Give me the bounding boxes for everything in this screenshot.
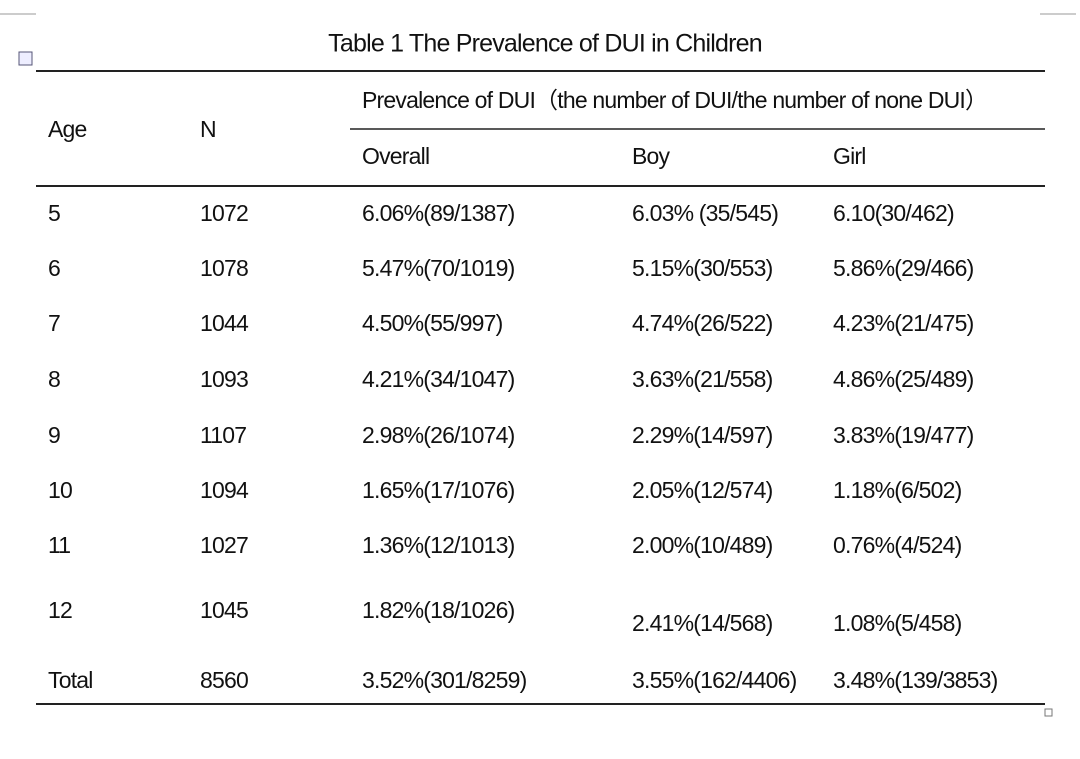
header-cell: Prevalence of DUI（the number of DUI/the … — [362, 87, 987, 113]
table-cell: 1045 — [200, 597, 248, 623]
table-cell: 4.21%(34/1047) — [362, 366, 515, 392]
table-cell: 0.76%(4/524) — [833, 532, 962, 558]
table-cell: 4.86%(25/489) — [833, 366, 974, 392]
table-cell: 1.65%(17/1076) — [362, 477, 515, 503]
table-cell: 6 — [48, 255, 60, 281]
table-cell: 7 — [48, 310, 60, 336]
table-cell: 1.08%(5/458) — [833, 610, 962, 636]
table-cell: 5.86%(29/466) — [833, 255, 974, 281]
table-anchor — [18, 51, 33, 66]
table-cell: 1078 — [200, 255, 248, 281]
table-cell: 3.52%(301/8259) — [362, 667, 527, 693]
table-cell: 12 — [48, 597, 72, 623]
table-cell: 9 — [48, 422, 60, 448]
table-cell: 1.82%(18/1026) — [362, 597, 515, 623]
table-cell: 6.06%(89/1387) — [362, 200, 515, 226]
table-cell: 10 — [48, 477, 72, 503]
header-cell: Girl — [833, 143, 866, 169]
table-cell: 11 — [48, 532, 70, 558]
table-cell: 5.47%(70/1019) — [362, 255, 515, 281]
header-cell: N — [200, 116, 216, 142]
table-cell: 2.00%(10/489) — [632, 532, 773, 558]
table-cell: 5.15%(30/553) — [632, 255, 773, 281]
table-cell: 3.83%(19/477) — [833, 422, 974, 448]
resize-handle — [1044, 708, 1053, 717]
header-cell: Age — [48, 116, 87, 142]
table-cell: 1.36%(12/1013) — [362, 532, 515, 558]
table-cell: 4.23%(21/475) — [833, 310, 974, 336]
table-cell: 3.55%(162/4406) — [632, 667, 797, 693]
table-cell: 3.63%(21/558) — [632, 366, 773, 392]
header-cell: Overall — [362, 143, 429, 169]
table-cell: 3.48%(139/3853) — [833, 667, 998, 693]
table-cell: 1093 — [200, 366, 248, 392]
table-cell: 2.98%(26/1074) — [362, 422, 515, 448]
table-cell: 8 — [48, 366, 60, 392]
table-cell: 2.41%(14/568) — [632, 610, 773, 636]
table-cell: 1072 — [200, 200, 248, 226]
table-cell: 8560 — [200, 667, 248, 693]
table-cell: 6.03% (35/545) — [632, 200, 778, 226]
table-cell: 5 — [48, 200, 60, 226]
table-cell: 4.74%(26/522) — [632, 310, 773, 336]
header-cell: Boy — [632, 143, 671, 169]
table-title: Table 1 The Prevalence of DUI in Childre… — [328, 30, 762, 58]
table-cell: 4.50%(55/997) — [362, 310, 503, 336]
table-cell: 1094 — [200, 477, 249, 503]
table-cell: 1107 — [200, 422, 246, 448]
table-cell: Total — [48, 667, 93, 693]
table-cell: 1027 — [200, 532, 248, 558]
table-cell: 6.10(30/462) — [833, 200, 954, 226]
table-cell: 1044 — [200, 310, 249, 336]
table-cell: 2.29%(14/597) — [632, 422, 773, 448]
table-cell: 2.05%(12/574) — [632, 477, 773, 503]
table-cell: 1.18%(6/502) — [833, 477, 962, 503]
